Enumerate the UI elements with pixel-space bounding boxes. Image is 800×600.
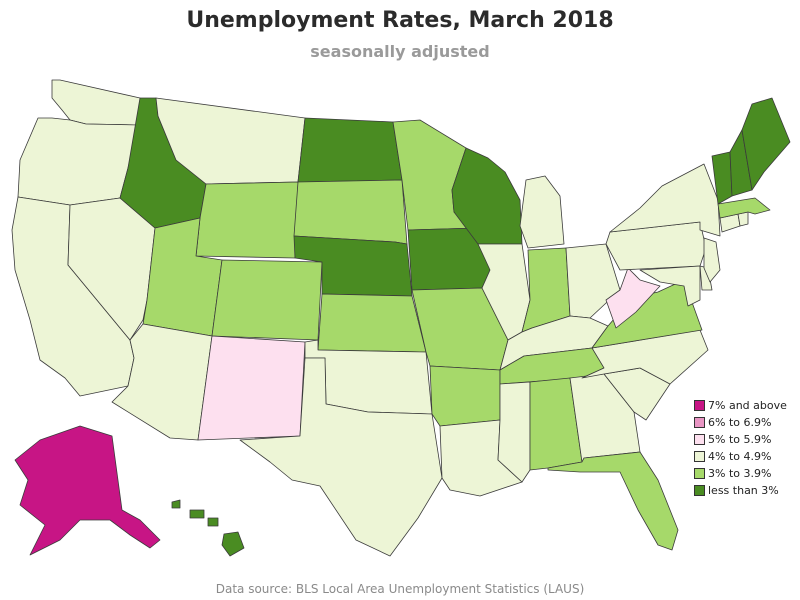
legend-swatch <box>694 468 705 479</box>
states-layer: WashingtonOregonCaliforniaNevadaIdahoMon… <box>11 79 791 557</box>
state-north-dakota: North Dakota <box>297 117 403 183</box>
legend-swatch <box>694 434 705 445</box>
state-washington: Washington <box>51 79 141 126</box>
state-hawaii: Hawaii <box>171 499 245 557</box>
state-wyoming: Wyoming <box>195 181 299 259</box>
state-new-mexico: New Mexico <box>197 335 306 441</box>
state-kansas: Kansas <box>317 293 427 353</box>
legend: 7% and above 6% to 6.9% 5% to 5.9% 4% to… <box>694 397 787 499</box>
state-texas: Texas <box>239 357 443 557</box>
legend-item: 6% to 6.9% <box>694 414 787 431</box>
legend-label: 4% to 4.9% <box>708 450 772 463</box>
state-alaska: Alaska <box>14 425 161 556</box>
state-new-york: New York <box>609 163 721 237</box>
state-massachusetts: Massachusetts <box>717 197 771 219</box>
legend-swatch <box>694 485 705 496</box>
state-new-jersey: New Jersey <box>703 237 721 283</box>
state-north-carolina: North Carolina <box>581 329 709 385</box>
legend-swatch <box>694 400 705 411</box>
data-source-note: Data source: BLS Local Area Unemployment… <box>215 582 585 596</box>
map-title: Unemployment Rates, March 2018 <box>186 8 614 33</box>
state-colorado: Colorado <box>211 259 323 341</box>
state-maine: Maine <box>741 97 791 191</box>
legend-item: 5% to 5.9% <box>694 431 787 448</box>
legend-item: 3% to 3.9% <box>694 465 787 482</box>
state-michigan: Michigan <box>519 175 565 249</box>
state-wisconsin: Wisconsin <box>451 147 523 245</box>
legend-item: less than 3% <box>694 482 787 499</box>
legend-swatch <box>694 451 705 462</box>
map-subtitle: seasonally adjusted <box>310 42 490 61</box>
state-arkansas: Arkansas <box>429 365 501 427</box>
legend-label: 7% and above <box>708 399 787 412</box>
state-west-virginia: West Virginia <box>605 267 661 329</box>
legend-item: 7% and above <box>694 397 787 414</box>
legend-label: 6% to 6.9% <box>708 416 772 429</box>
state-south-dakota: South Dakota <box>293 179 408 245</box>
legend-swatch <box>694 417 705 428</box>
legend-item: 4% to 4.9% <box>694 448 787 465</box>
legend-label: less than 3% <box>708 484 779 497</box>
state-florida: Florida <box>547 451 679 551</box>
legend-label: 5% to 5.9% <box>708 433 772 446</box>
legend-label: 3% to 3.9% <box>708 467 772 480</box>
